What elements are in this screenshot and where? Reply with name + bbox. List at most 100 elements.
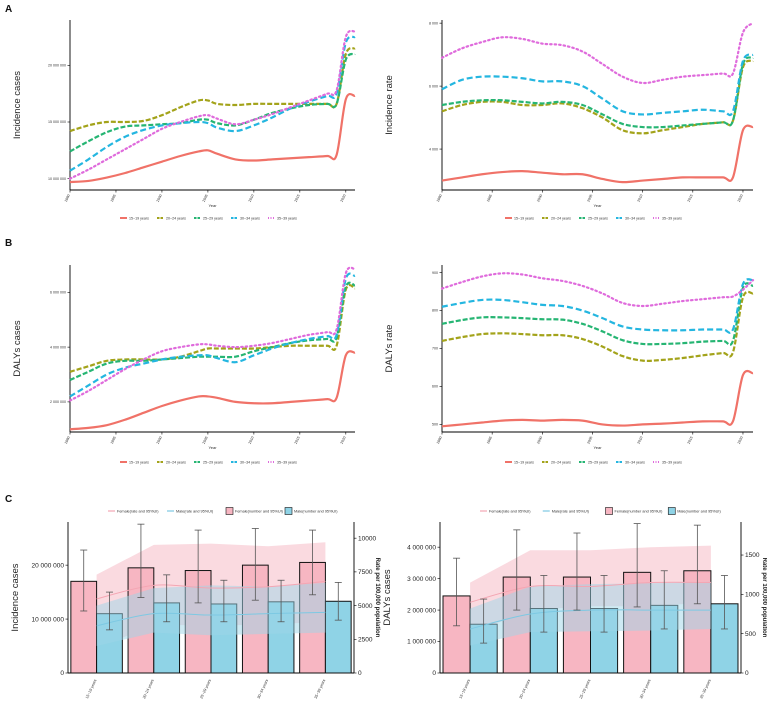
y-tick-label: 10 000 000 [48, 177, 66, 181]
legend-label-2: 20~24 years [551, 216, 571, 220]
x-tick-label: 2005 [586, 436, 593, 445]
line-chart-b-left: 2 000 000 4 000 000 6 000 000 1990 1995 2000 2… [12, 265, 357, 464]
legend-label-1: 15~19 years [514, 460, 534, 464]
y2-tick-label: 1000 [745, 592, 760, 599]
y-tick-label: 6 000 000 [50, 291, 66, 295]
legend-label-3: 25~29 years [588, 216, 608, 220]
y-tick-label: 0 [432, 670, 436, 677]
x-axis-title: Year [593, 203, 602, 208]
y-tick-label: 4 000 000 [50, 345, 66, 349]
y-tick-label: 20 000 000 [31, 562, 64, 569]
series-line-2 [69, 46, 356, 133]
legend-label-4: Male(number and 95%UI) [677, 509, 721, 513]
y-tick-label: 500 [432, 423, 438, 427]
y-tick-label: 700 [432, 347, 438, 351]
y2-axis-title: Rate per 100,000 population [761, 558, 767, 638]
x-tick-label: 1995 [110, 436, 117, 445]
x-tick-label: 2015 [687, 194, 694, 203]
x-tick-label: 2000 [536, 194, 543, 203]
y-axis-title: DALYs cases [12, 320, 23, 377]
series-line-2 [441, 59, 754, 135]
y2-tick-label: 5000 [358, 603, 373, 610]
legend-label-5: 35~39 years [277, 460, 297, 464]
legend-swatch-4 [667, 507, 676, 515]
y-tick-label: 800 [432, 309, 438, 313]
x-tick-label: 1990 [436, 436, 443, 445]
legend-label-1: 15~19 years [514, 216, 534, 220]
category-label: 25~29 years [199, 679, 212, 700]
x-tick-label: 2010 [637, 436, 644, 445]
series-line-5 [440, 272, 755, 308]
y-tick-label: 15 000 000 [48, 120, 66, 124]
legend-swatch-4 [284, 507, 293, 515]
legend-label-2: 20~24 years [166, 460, 186, 464]
y-tick-label: 4 000 [429, 147, 438, 151]
series-line-5 [68, 29, 357, 180]
series-line-4 [441, 53, 754, 117]
series-line-5 [68, 266, 357, 402]
y-tick-label: 2 000 000 [50, 400, 66, 404]
series-line-3 [69, 52, 356, 153]
x-tick-label: 1995 [486, 194, 493, 203]
y-tick-label: 0 [60, 670, 64, 677]
legend-label-4: Male(number and 95%UI) [294, 509, 338, 513]
y2-tick-label: 0 [745, 670, 749, 677]
female-rate-line [469, 581, 711, 603]
panel-label-c: C [5, 494, 12, 505]
series-line-1 [441, 124, 754, 184]
y-axis-title: DALYs cases [382, 569, 393, 626]
legend-label-3: 25~29 years [203, 460, 223, 464]
legend-label-3: Female(number and 95%UI) [615, 509, 664, 513]
x-tick-label: 2000 [156, 194, 163, 203]
y2-tick-label: 10000 [358, 535, 376, 542]
y-tick-label: 8 000 [429, 21, 438, 25]
series-line-5 [440, 22, 755, 85]
legend-label-1: Female(rate and 95%UI) [489, 509, 531, 513]
series-line-1 [441, 369, 754, 428]
y2-tick-label: 1500 [745, 552, 760, 559]
legend-label-4: 30~34 years [240, 460, 260, 464]
y2-tick-label: 500 [745, 631, 756, 638]
male-rate-line [469, 609, 711, 630]
line-chart-b-right: 500 600 700 800 900 1990 1995 2000 2005 2010 2015 2… [384, 265, 755, 464]
legend-label-5: 35~39 years [662, 460, 682, 464]
x-tick-label: 2010 [637, 194, 644, 203]
y-tick-label: 900 [432, 271, 438, 275]
x-tick-label: 2015 [294, 194, 301, 203]
y-tick-label: 3 000 000 [407, 576, 436, 583]
y-tick-label: 6 000 [429, 84, 438, 88]
category-label: 15~19 years [85, 679, 98, 700]
x-axis-title: Year [208, 445, 217, 450]
series-line-4 [69, 272, 356, 398]
x-axis-title: Year [593, 445, 602, 450]
x-tick-label: 2000 [536, 436, 543, 445]
legend-label-2: 20~24 years [166, 216, 186, 220]
bar-chart-c-right: 15~19 years 20~24 years 25~29 years 30~34 y… [382, 507, 767, 700]
category-label: 25~29 years [579, 679, 592, 700]
legend-label-5: 35~39 years [277, 216, 297, 220]
y-tick-label: 4 000 000 [407, 544, 436, 551]
x-tick-label: 1995 [486, 436, 493, 445]
category-label: 20~24 years [142, 679, 155, 700]
x-tick-label: 2020 [340, 194, 347, 203]
y2-tick-label: 2500 [358, 636, 373, 643]
y-tick-label: 2 000 000 [407, 607, 436, 614]
x-tick-label: 2010 [248, 194, 255, 203]
legend-label-2: Male(rate and 95%UI) [176, 509, 214, 513]
legend-label-4: 30~34 years [625, 460, 645, 464]
category-label: 35~39 years [699, 679, 712, 700]
series-line-1 [69, 92, 356, 184]
y2-axis-title: Rate per 100,000 population [374, 558, 380, 638]
category-label: 30~34 years [639, 679, 652, 700]
charts-layer: 10 000 000 15 000 000 20 000 000 1990 1995 20… [10, 20, 767, 699]
category-label: 35~39 years [314, 679, 327, 700]
legend-swatch-3 [225, 507, 234, 515]
legend-label-5: 35~39 years [662, 216, 682, 220]
y-tick-label: 1 000 000 [407, 639, 436, 646]
series-line-4 [69, 35, 356, 172]
male-rate-band [96, 582, 326, 646]
x-tick-label: 1990 [436, 194, 443, 203]
series-line-2 [441, 290, 754, 362]
x-axis-title: Year [208, 203, 217, 208]
